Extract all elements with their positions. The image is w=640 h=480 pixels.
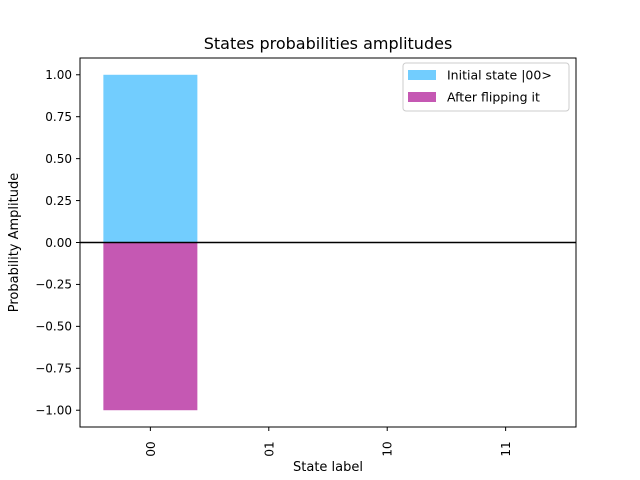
y-tick-label: −1.00 [35,404,72,418]
y-tick-label: −0.75 [35,362,72,376]
bars-layer [103,74,198,411]
y-tick-label: 0.75 [45,110,72,124]
x-axis-label: State label [293,460,363,475]
y-tick-label: 1.00 [45,68,72,82]
y-tick-label: −0.25 [35,278,72,292]
y-tick-label: 0.25 [45,194,72,208]
chart-title: States probabilities amplitudes [204,34,453,53]
x-tick-label: 00 [144,441,158,456]
y-axis-label: Probability Amplitude [7,173,22,312]
bar-initial-state-00--00 [103,74,198,243]
legend-swatch [408,92,436,102]
x-tick-label: 11 [499,441,513,456]
legend-entry-label: After flipping it [447,90,540,105]
x-tick-label: 01 [262,441,276,456]
legend-entry-label: Initial state |00> [447,68,552,83]
y-tick-label: −0.50 [35,320,72,334]
legend: Initial state |00> After flipping it [402,62,570,112]
x-tick-label: 10 [381,441,395,456]
bar-after-flipping-it-00 [103,242,198,411]
x-axis: 00 01 10 11 [144,427,513,457]
y-tick-label: 0.50 [45,152,72,166]
y-tick-label: 0.00 [45,236,72,250]
legend-frame [402,62,570,112]
y-axis: 1.00 0.75 0.50 0.25 0.00 −0.25 −0.50 −0.75 −1.00 [35,68,80,418]
legend-swatch [408,70,436,80]
